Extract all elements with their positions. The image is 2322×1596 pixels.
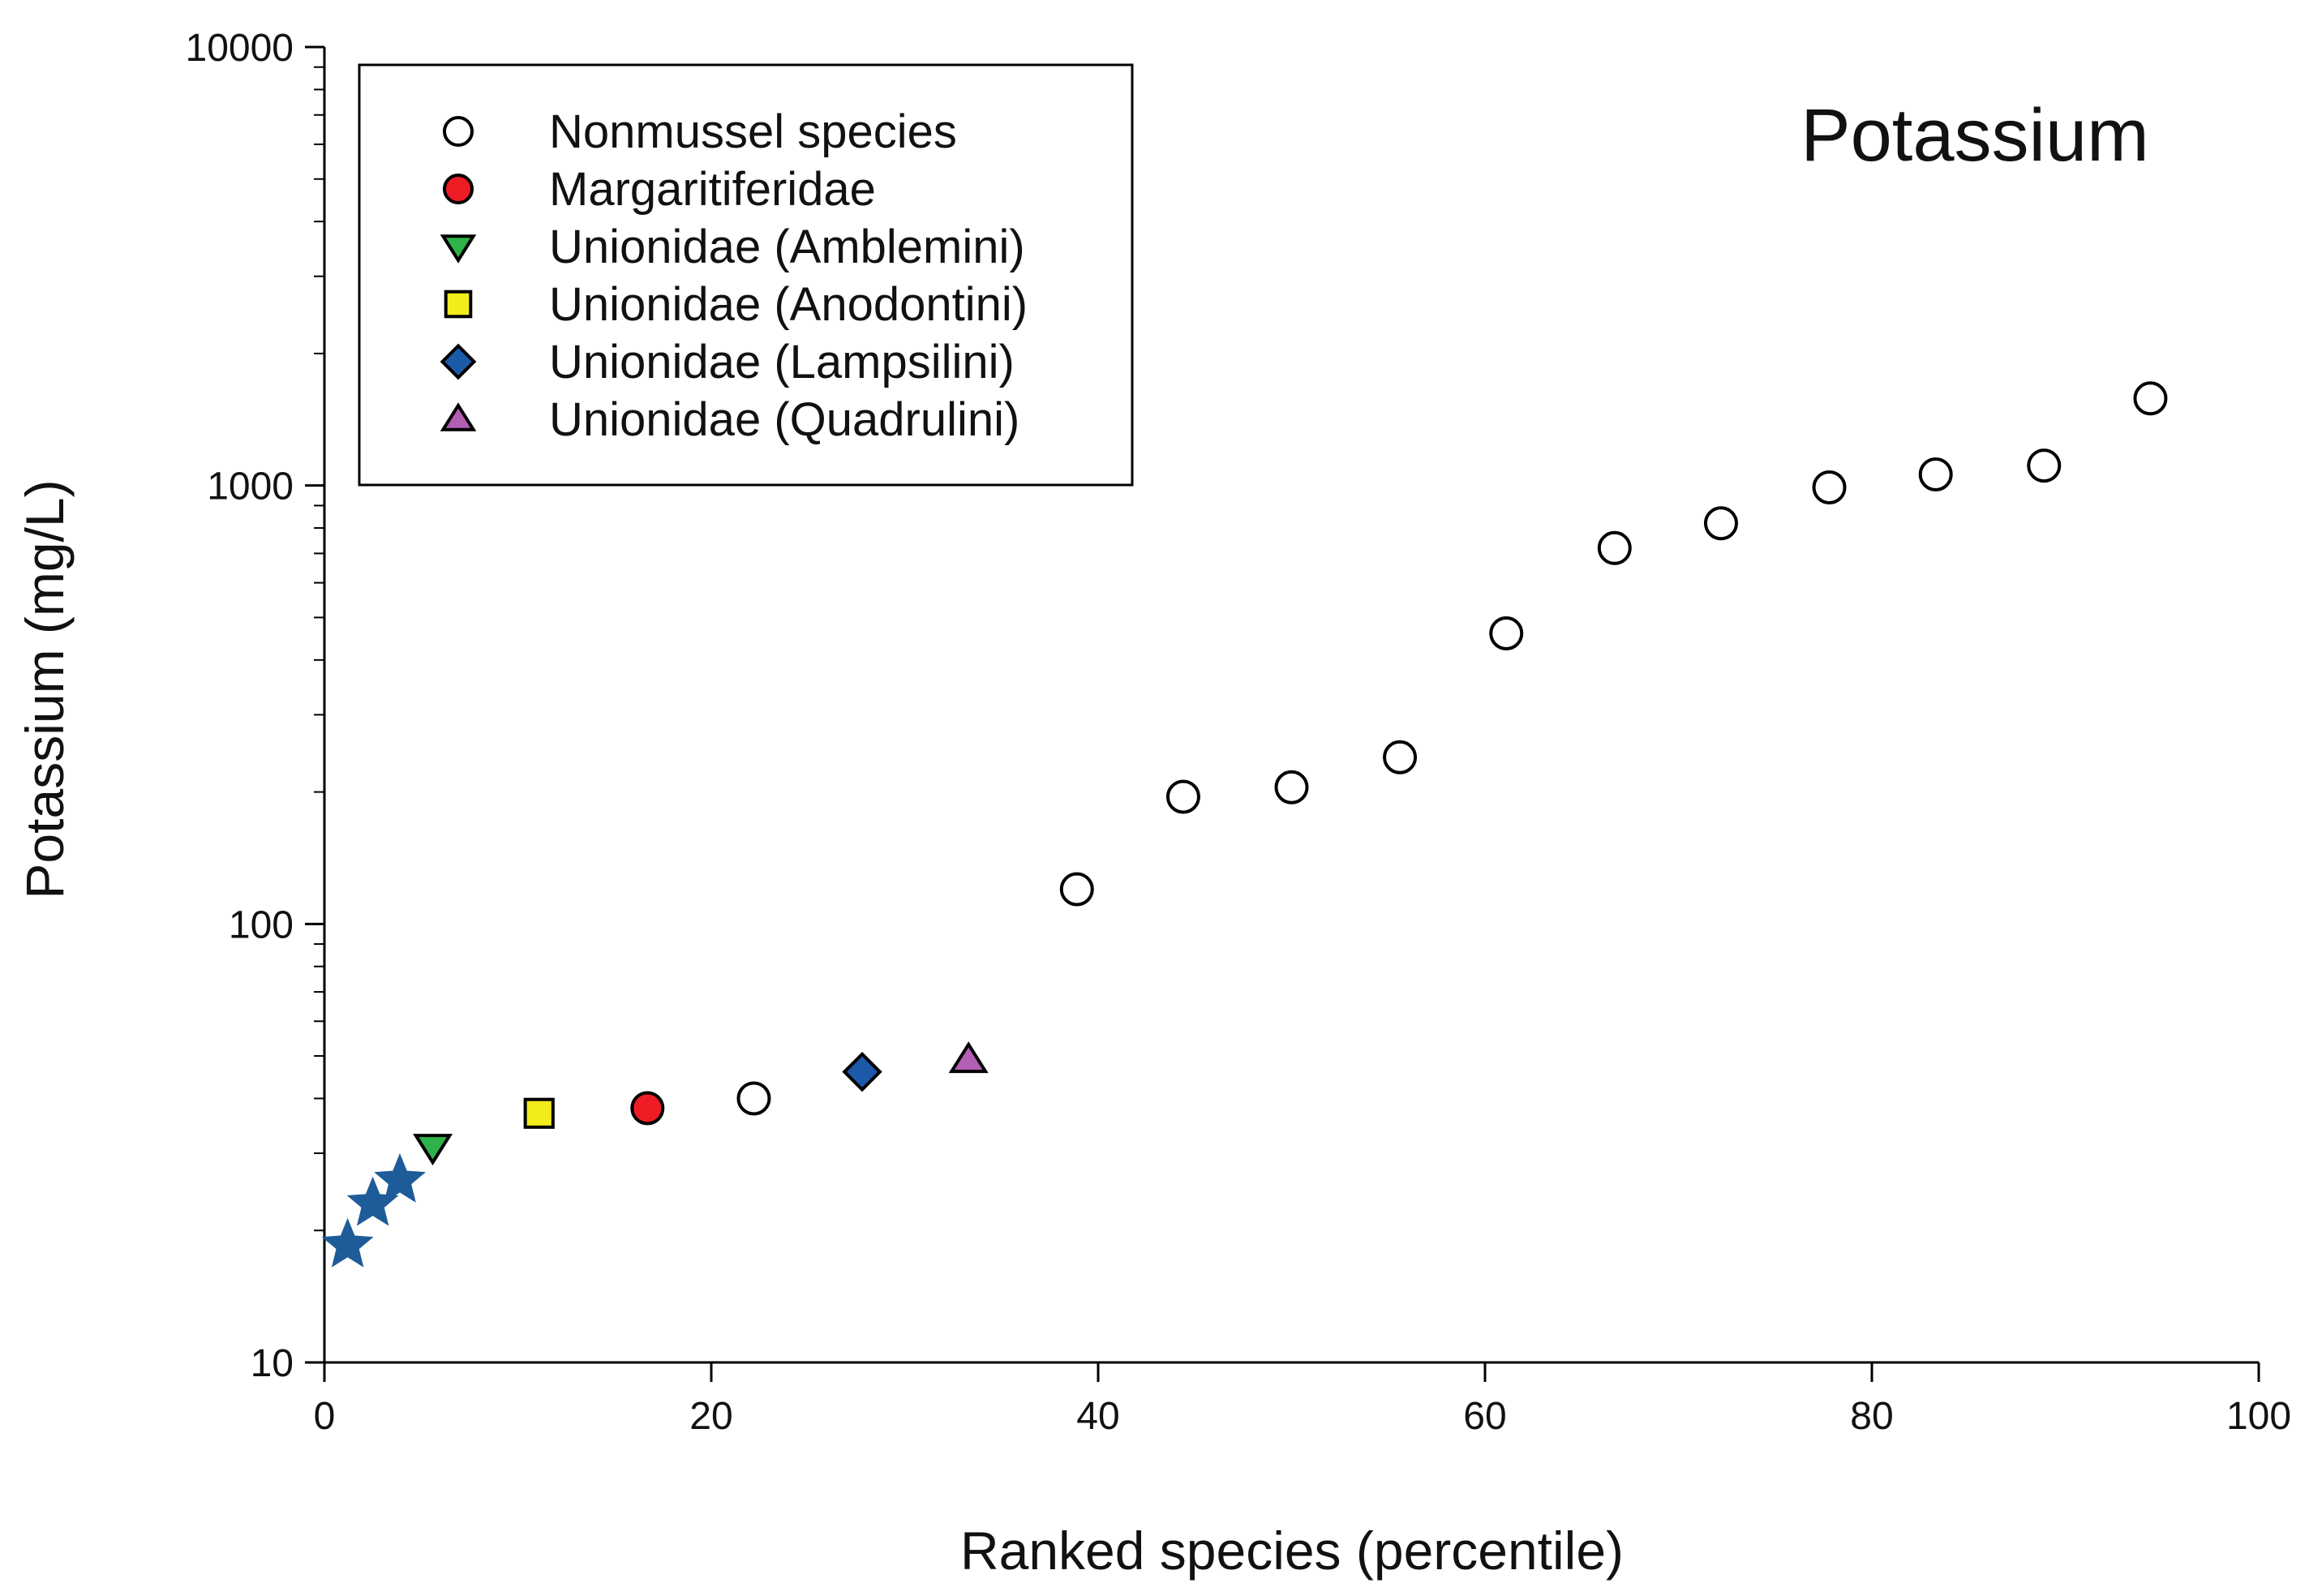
- point-nonmussel-species: [1597, 530, 1632, 565]
- legend-marker-nonmussel-species: [443, 116, 474, 147]
- legend: Nonmussel speciesMargaritiferidaeUnionid…: [358, 63, 1134, 487]
- legend-marker-unionidae-amblemini: [440, 234, 477, 264]
- y-axis-title: Potassium (mg/L): [15, 479, 75, 899]
- star-point: [321, 1217, 374, 1268]
- star-point: [374, 1153, 426, 1203]
- legend-marker-unionidae-lampsilini: [440, 343, 477, 380]
- legend-label-unionidae-amblemini: Unionidae (Amblemini): [549, 221, 1025, 273]
- legend-label-margaritiferidae: Margaritiferidae: [549, 163, 876, 216]
- legend-label-unionidae-lampsilini: Unionidae (Lampsilini): [549, 336, 1015, 388]
- data-marks: [321, 381, 2168, 1268]
- plot-title: Potassium: [1801, 94, 2149, 177]
- point-nonmussel-species: [1918, 457, 1953, 491]
- point-nonmussel-species: [1274, 770, 1309, 804]
- point-nonmussel-species: [1812, 470, 1847, 505]
- star-point: [346, 1176, 399, 1226]
- x-tick-label: 20: [689, 1395, 732, 1438]
- legend-label-unionidae-quadrulini: Unionidae (Quadrulini): [549, 393, 1019, 446]
- x-tick-label: 100: [2226, 1395, 2291, 1438]
- point-nonmussel-species: [1383, 740, 1418, 774]
- y-tick-label: 1000: [207, 466, 294, 508]
- x-tick-label: 0: [314, 1395, 336, 1438]
- legend-marker-unionidae-anodontini: [444, 290, 473, 319]
- point-unionidae-quadrulini: [948, 1041, 989, 1074]
- point-unionidae-anodontini: [523, 1097, 555, 1129]
- legend-marker-margaritiferidae: [443, 174, 474, 204]
- legend-box: [358, 63, 1134, 487]
- point-margaritiferidae: [630, 1091, 665, 1126]
- x-axis-title: Ranked species (percentile): [960, 1521, 1624, 1581]
- point-nonmussel-species: [1059, 872, 1094, 907]
- point-nonmussel-species: [1165, 779, 1200, 814]
- legend-label-unionidae-anodontini: Unionidae (Anodontini): [549, 278, 1028, 331]
- point-unionidae-lampsilini: [842, 1051, 882, 1092]
- point-nonmussel-species: [1703, 506, 1738, 541]
- legend-marker-unionidae-quadrulini: [440, 402, 477, 431]
- point-nonmussel-species: [2027, 448, 2062, 483]
- x-tick-label: 40: [1076, 1395, 1119, 1438]
- legend-label-nonmussel-species: Nonmussel species: [549, 105, 957, 158]
- point-nonmussel-species: [1489, 616, 1524, 651]
- point-nonmussel-species: [736, 1081, 771, 1116]
- y-tick-label: 100: [229, 903, 294, 946]
- point-nonmussel-species: [2133, 381, 2168, 416]
- x-tick-label: 60: [1463, 1395, 1506, 1438]
- x-tick-label: 80: [1850, 1395, 1893, 1438]
- axes: 0 20 40 60 80 100 10 100 1000 10000: [186, 27, 2292, 1438]
- y-tick-label: 10: [251, 1342, 294, 1385]
- y-tick-label: 10000: [186, 27, 294, 70]
- point-unionidae-amblemini: [413, 1134, 453, 1166]
